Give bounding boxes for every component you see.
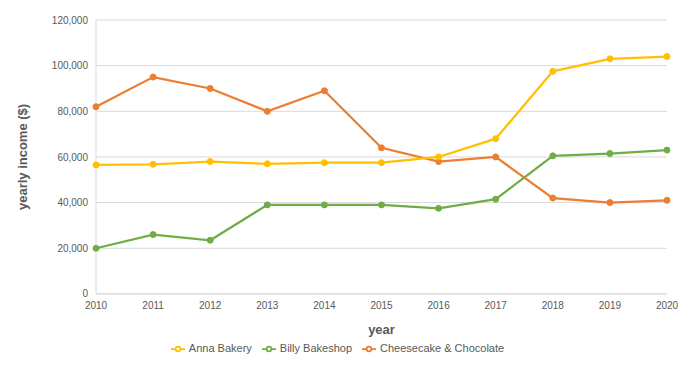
- svg-text:2016: 2016: [427, 300, 450, 311]
- svg-text:2011: 2011: [142, 300, 164, 311]
- svg-text:80,000: 80,000: [57, 106, 88, 117]
- html-text:Anna Bakery: Anna Bakery: [188, 341, 252, 354]
- svg-text:2010: 2010: [85, 300, 108, 311]
- svg-text:2019: 2019: [599, 300, 622, 311]
- svg-text:yearly income ($): yearly income ($): [15, 104, 30, 210]
- svg-text:year: year: [368, 322, 395, 337]
- svg-text:40,000: 40,000: [57, 197, 88, 208]
- svg-text:120,000: 120,000: [52, 15, 89, 26]
- svg-text:2013: 2013: [256, 300, 279, 311]
- svg-text:2012: 2012: [199, 300, 222, 311]
- svg-text:20,000: 20,000: [57, 243, 88, 254]
- svg-text:100,000: 100,000: [52, 60, 89, 71]
- html-text:Cheesecake & Chocolate: Cheesecake & Chocolate: [380, 341, 505, 354]
- svg-text:2020: 2020: [656, 300, 679, 311]
- svg-text:0: 0: [82, 288, 88, 299]
- svg-text:2017: 2017: [485, 300, 508, 311]
- html-text:Billy Bakeshop: Billy Bakeshop: [279, 341, 352, 354]
- svg-text:60,000: 60,000: [57, 152, 88, 163]
- svg-text:2015: 2015: [370, 300, 393, 311]
- svg-text:2014: 2014: [313, 300, 336, 311]
- svg-text:2018: 2018: [542, 300, 565, 311]
